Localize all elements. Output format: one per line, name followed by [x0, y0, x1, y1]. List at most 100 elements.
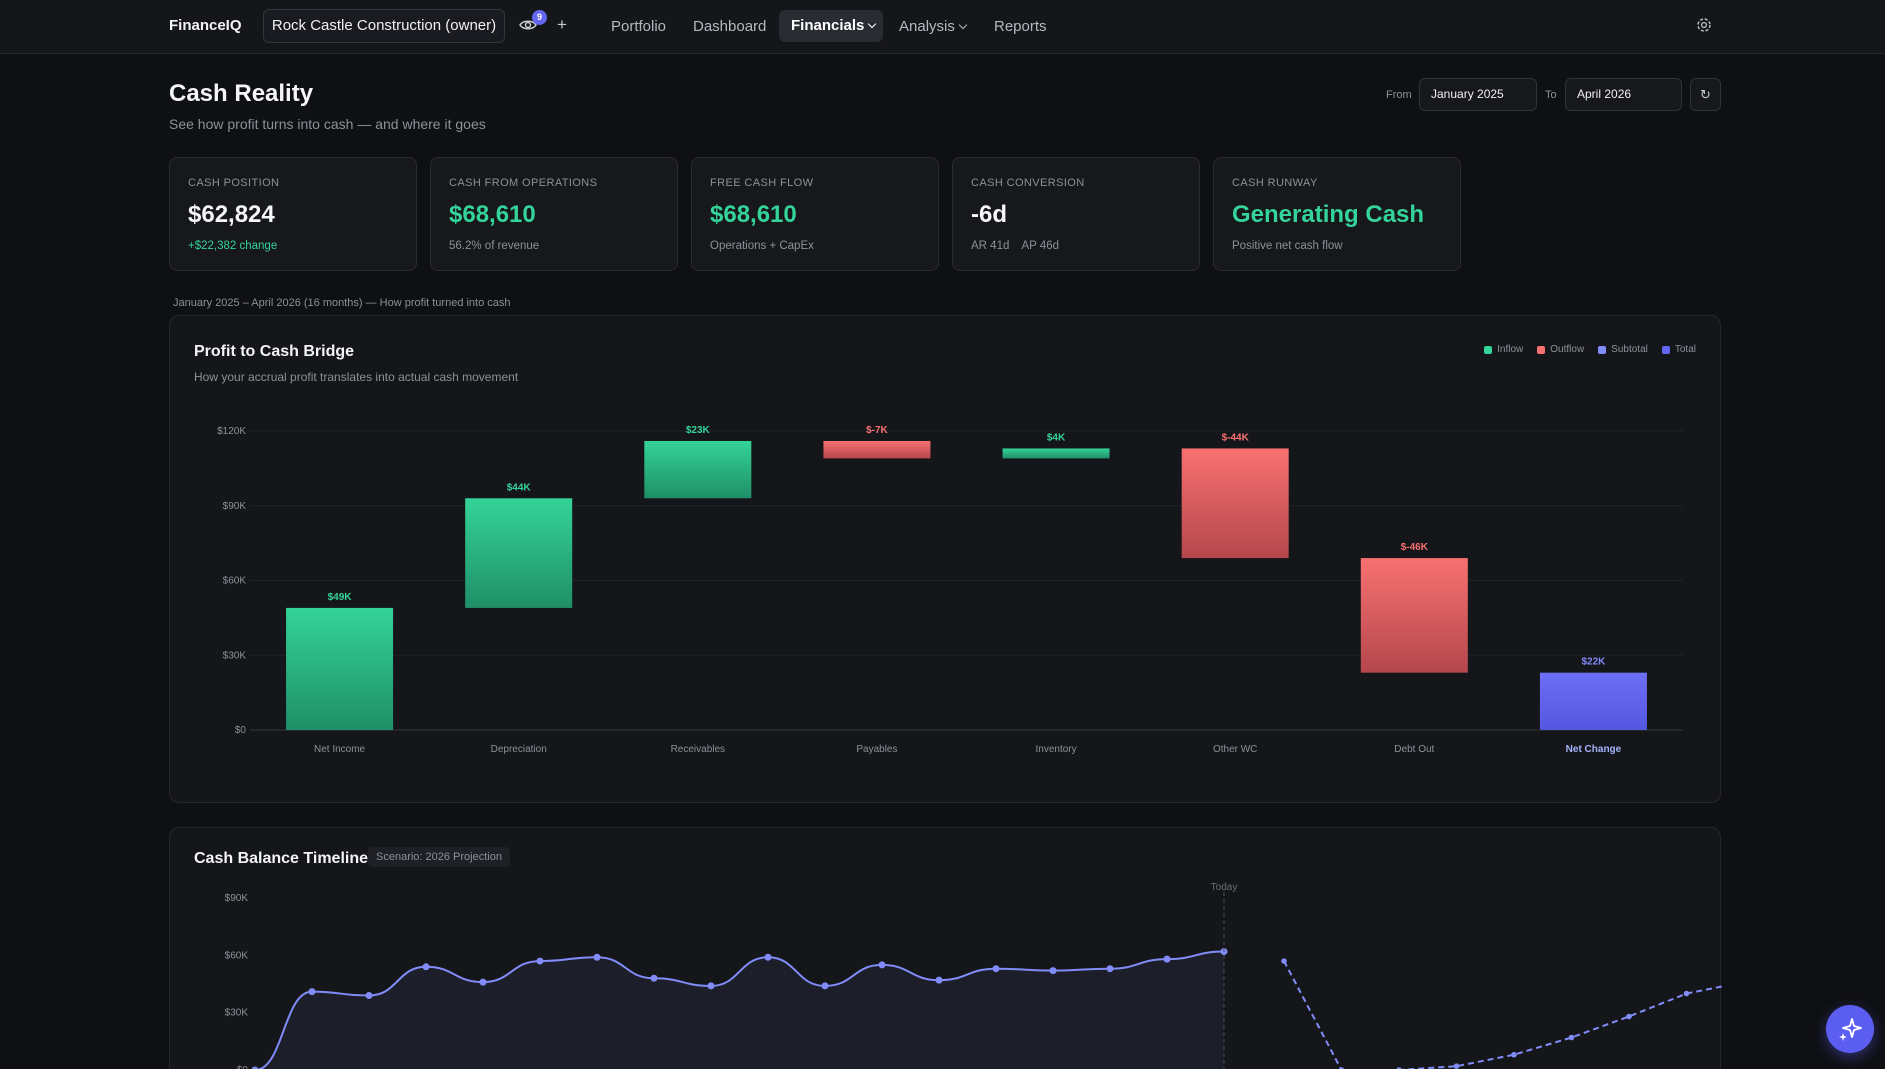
chevron-down-icon — [958, 20, 968, 30]
legend-label: Subtotal — [1611, 344, 1648, 355]
data-point — [650, 974, 658, 982]
timeline-chart: $0 $30K $60K $90K Today — [225, 882, 1722, 1069]
scenario-badge[interactable]: Scenario: 2026 Projection — [368, 847, 510, 867]
data-point — [821, 982, 829, 990]
y-tick-label: $120K — [217, 426, 246, 437]
waterfall-chart: $0 $30K $60K $90K $120K $49K Net Income $44K Dep… — [217, 425, 1683, 755]
watchlist-count-badge: 9 — [532, 10, 547, 25]
legend-label: Total — [1674, 344, 1696, 355]
add-button[interactable]: + — [557, 15, 567, 34]
kpi-label: CASH FROM OPERATIONS — [449, 177, 598, 189]
bar-value-label: $-46K — [1401, 542, 1429, 553]
waterfall-bar — [823, 440, 931, 459]
nav-reports[interactable]: Reports — [994, 18, 1047, 35]
kpi-value: $62,824 — [188, 201, 275, 228]
y-tick-label: $60K — [225, 950, 249, 961]
data-point — [878, 961, 886, 969]
from-label: From — [1386, 89, 1412, 101]
bar-value-label: $23K — [686, 425, 711, 436]
kpi-sub: Operations + CapEx — [710, 240, 814, 252]
kpi-sub: Positive net cash flow — [1232, 240, 1343, 252]
kpi-sub: +$22,382 change — [188, 240, 278, 252]
nav-analysis-label: Analysis — [899, 18, 955, 35]
category-label: Receivables — [671, 744, 725, 755]
kpi-sub: AR 41d AP 46d — [971, 240, 1060, 252]
legend-swatch — [1598, 345, 1607, 354]
data-point — [992, 965, 1000, 973]
waterfall-bar — [465, 498, 573, 608]
category-label: Depreciation — [491, 744, 547, 755]
timeline-title: Cash Balance Timeline — [194, 850, 368, 867]
data-point — [1049, 967, 1057, 975]
waterfall-bar — [1002, 448, 1110, 459]
sparkle-icon — [1839, 1018, 1862, 1041]
to-date-input[interactable]: April 2026 — [1565, 78, 1682, 111]
kpi-card-cash-position: CASH POSITION $62,824 +$22,382 change — [169, 157, 417, 271]
y-tick-label: $0 — [237, 1065, 249, 1069]
y-tick-label: $30K — [223, 650, 247, 661]
data-point — [764, 953, 772, 961]
projection-point — [1568, 1034, 1575, 1041]
bar-value-label: $22K — [1581, 657, 1606, 668]
data-point — [1163, 955, 1171, 963]
ai-assistant-button[interactable] — [1826, 1005, 1874, 1053]
kpi-value: $68,610 — [449, 201, 536, 228]
category-label: Debt Out — [1394, 744, 1434, 755]
to-label: To — [1545, 89, 1557, 101]
gear-icon[interactable] — [1695, 16, 1713, 34]
data-point — [707, 982, 715, 990]
legend-swatch — [1661, 345, 1670, 354]
brand-logo[interactable]: FinanceIQ — [169, 17, 242, 34]
data-point — [536, 957, 544, 965]
legend-item-inflow: Inflow — [1484, 344, 1523, 355]
category-label: Payables — [856, 744, 897, 755]
kpi-value: $68,610 — [710, 201, 797, 228]
kpi-label: CASH RUNWAY — [1232, 177, 1318, 189]
bar-value-label: $-7K — [866, 425, 888, 436]
data-point — [935, 976, 943, 984]
top-navigation-bar: FinanceIQ Rock Castle Construction (owne… — [0, 0, 1885, 54]
y-tick-label: $90K — [223, 501, 247, 512]
waterfall-bar — [644, 440, 752, 499]
projection-line — [1283, 960, 1722, 1069]
refresh-icon[interactable]: ↻ — [1690, 78, 1721, 111]
data-point — [479, 978, 487, 986]
data-point — [593, 953, 601, 961]
nav-dashboard[interactable]: Dashboard — [693, 18, 767, 35]
kpi-label: FREE CASH FLOW — [710, 177, 814, 189]
kpi-card-cash-conversion: CASH CONVERSION -6d AR 41d AP 46d — [952, 157, 1200, 271]
page-subtitle: See how profit turns into cash — and whe… — [169, 116, 486, 132]
legend-label: Outflow — [1550, 344, 1585, 355]
projection-point — [1453, 1063, 1460, 1069]
eye-icon[interactable] — [518, 15, 538, 35]
legend-swatch — [1484, 345, 1493, 354]
from-date-input[interactable]: January 2025 — [1419, 78, 1537, 111]
waterfall-bar — [1539, 672, 1647, 730]
category-label: Inventory — [1035, 744, 1076, 755]
bridge-title: Profit to Cash Bridge — [194, 343, 355, 360]
projection-point — [1511, 1051, 1517, 1058]
chevron-down-icon — [868, 19, 877, 29]
y-tick-label: $0 — [235, 725, 247, 736]
range-caption: January 2025 – April 2026 (16 months) — … — [173, 297, 511, 309]
nav-portfolio[interactable]: Portfolio — [611, 18, 667, 35]
kpi-value: Generating Cash — [1232, 201, 1425, 228]
profit-to-cash-bridge-panel: Profit to Cash Bridge How your accrual p… — [169, 315, 1721, 803]
bar-value-label: $-44K — [1222, 432, 1250, 443]
bar-value-label: $44K — [507, 482, 532, 493]
projection-point — [1683, 990, 1690, 997]
category-label: Other WC — [1213, 744, 1257, 755]
data-point — [308, 988, 316, 996]
data-point — [422, 963, 430, 971]
nav-analysis[interactable]: Analysis — [899, 18, 968, 35]
data-point — [365, 991, 373, 999]
kpi-label: CASH CONVERSION — [971, 177, 1085, 189]
legend-label: Inflow — [1497, 344, 1524, 355]
bar-value-label: $4K — [1047, 432, 1066, 443]
nav-financials-label: Financials — [791, 17, 865, 34]
nav-financials[interactable]: Financials — [779, 10, 883, 42]
projection-point — [1281, 958, 1287, 964]
company-selector[interactable]: Rock Castle Construction (owner) — [263, 9, 505, 43]
waterfall-bar — [1360, 558, 1468, 673]
legend-item-outflow: Outflow — [1537, 344, 1584, 355]
